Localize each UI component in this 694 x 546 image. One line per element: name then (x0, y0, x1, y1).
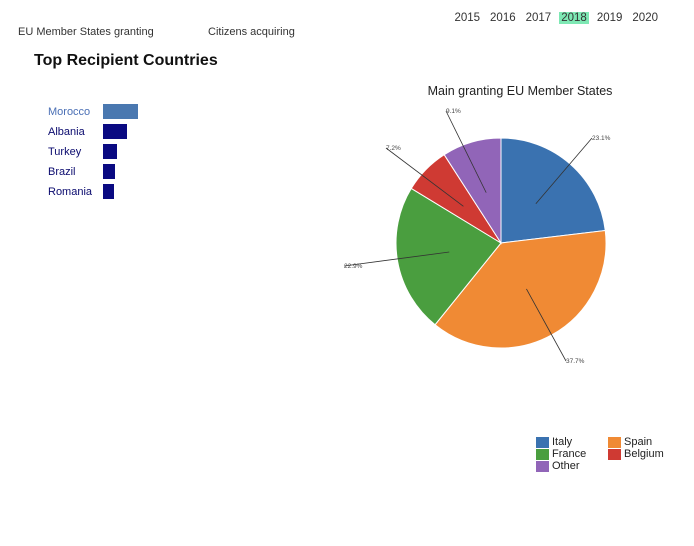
top-recipients-title: Top Recipient Countries (34, 52, 218, 69)
legend-label: Belgium (624, 448, 664, 460)
year-2017[interactable]: 2017 (525, 12, 552, 24)
legend-item-spain[interactable]: Spain (608, 436, 678, 448)
pie-chart: 23.1% 37.7% 22.9% 7.2% 9.1% (343, 108, 611, 365)
bar (103, 144, 117, 159)
legend-label: Spain (624, 436, 653, 448)
bar-row-morocco[interactable]: Morocco (40, 103, 160, 123)
legend-label: Other (552, 460, 580, 472)
pie-chart-container: Main granting EU Member States 23.1% 37.7… (330, 78, 670, 378)
legend-item-italy[interactable]: Italy (536, 436, 608, 448)
bar-label: Morocco (48, 106, 91, 118)
bar (103, 104, 138, 119)
year-selector: 2015 2016 2017 2018 2019 2020 (452, 12, 660, 24)
bar (103, 164, 115, 179)
pie-label-leader (445, 110, 487, 193)
tab-eu-member-states-granting[interactable]: EU Member States granting (18, 26, 154, 38)
bar-label: Romania (48, 186, 93, 198)
legend-swatch (608, 436, 621, 448)
legend-label: Italy (552, 436, 573, 448)
legend-item-france[interactable]: France (536, 448, 608, 460)
pie-slice-label: 22.9% (344, 263, 363, 270)
bar-label: Brazil (48, 166, 76, 178)
pie-label-leader (385, 147, 464, 207)
year-2016[interactable]: 2016 (490, 12, 516, 24)
bar (103, 124, 127, 139)
pie-slice-label: 7.2% (386, 145, 401, 152)
pie-slice-label: 23.1% (592, 135, 611, 142)
pie-slice-label: 37.7% (566, 358, 585, 365)
legend-swatch (536, 448, 549, 460)
year-2019[interactable]: 2019 (596, 12, 623, 24)
year-2020[interactable]: 2020 (632, 12, 658, 24)
pie-slice-other[interactable] (443, 137, 502, 245)
pie-slice-france[interactable] (395, 187, 502, 326)
bar-row-romania[interactable]: Romania (40, 183, 160, 203)
bar-label: Turkey (48, 146, 82, 158)
bar-label: Albania (48, 126, 85, 138)
tab-citizens-acquiring[interactable]: Citizens acquiring (208, 26, 295, 38)
bar-row-brazil[interactable]: Brazil (40, 163, 160, 183)
legend-item-belgium[interactable]: Belgium (608, 448, 678, 460)
pie-slice-label: 9.1% (446, 108, 461, 115)
legend-item-other[interactable]: Other (536, 460, 608, 472)
bar (103, 184, 115, 199)
legend-label: France (552, 448, 587, 460)
legend-swatch (536, 436, 549, 448)
legend-swatch (536, 460, 549, 472)
pie-label-leader (343, 251, 450, 267)
top-recipients-bar-chart: Morocco Albania Turkey Brazil Romania (40, 103, 160, 203)
pie-legend: Italy Spain France Belgium Other (536, 436, 678, 472)
pie-label-leader (526, 288, 567, 362)
year-2015[interactable]: 2015 (454, 12, 481, 24)
legend-swatch (608, 448, 621, 460)
pie-slice-italy[interactable] (500, 137, 606, 244)
pie-label-leader (535, 137, 593, 204)
pie-chart-title: Main granting EU Member States (427, 84, 613, 98)
bar-row-turkey[interactable]: Turkey (40, 143, 160, 163)
bar-row-albania[interactable]: Albania (40, 123, 160, 143)
year-2018[interactable]: 2018 (559, 12, 589, 24)
